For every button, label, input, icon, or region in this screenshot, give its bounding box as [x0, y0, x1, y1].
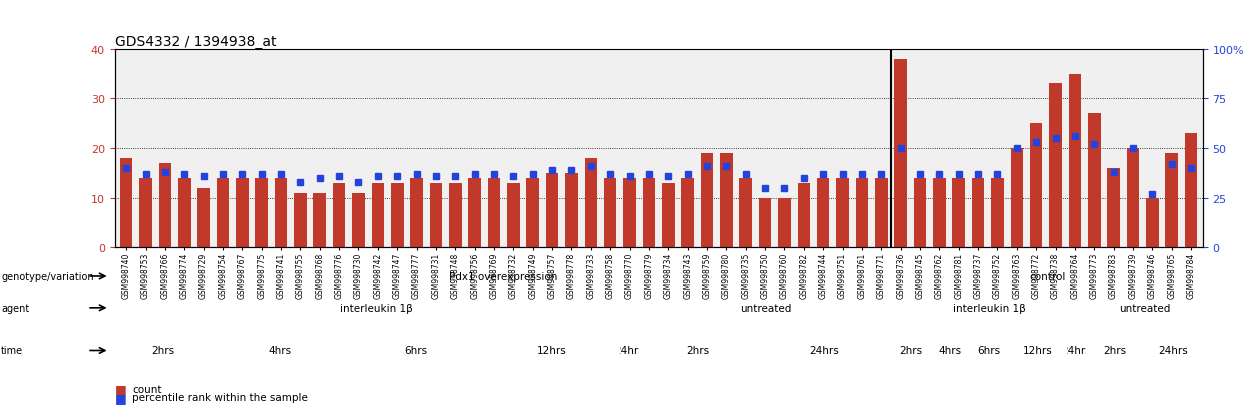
Text: 4hrs: 4hrs	[268, 346, 291, 356]
Bar	[914, 178, 926, 248]
Text: 2hrs: 2hrs	[900, 346, 923, 356]
Bar	[778, 198, 791, 248]
Bar	[178, 178, 190, 248]
Text: time: time	[1, 346, 24, 356]
Bar	[1127, 149, 1139, 248]
Bar	[488, 178, 500, 248]
Bar	[1147, 198, 1159, 248]
Bar	[837, 178, 849, 248]
Bar	[1107, 169, 1120, 248]
Bar	[662, 183, 675, 248]
Bar	[449, 183, 462, 248]
Bar	[604, 178, 616, 248]
Text: agent: agent	[1, 303, 30, 313]
Bar	[740, 178, 752, 248]
Bar	[894, 59, 906, 248]
Bar	[1185, 134, 1198, 248]
Bar	[430, 183, 442, 248]
Text: control: control	[1030, 271, 1066, 281]
Text: 6hrs: 6hrs	[977, 346, 1001, 356]
Bar	[855, 178, 868, 248]
Text: interleukin 1β: interleukin 1β	[952, 303, 1026, 313]
Bar	[255, 178, 268, 248]
Text: 4hrs: 4hrs	[939, 346, 961, 356]
Text: 2hrs: 2hrs	[686, 346, 710, 356]
Bar	[314, 193, 326, 248]
Bar	[294, 193, 306, 248]
Bar	[1088, 114, 1101, 248]
Bar	[701, 154, 713, 248]
Text: genotype/variation: genotype/variation	[1, 271, 93, 281]
Text: Pdx1 overexpression: Pdx1 overexpression	[449, 271, 558, 281]
Bar	[468, 178, 481, 248]
Text: percentile rank within the sample: percentile rank within the sample	[132, 392, 308, 402]
Bar	[158, 164, 171, 248]
Bar	[275, 178, 288, 248]
Bar	[139, 178, 152, 248]
Bar	[237, 178, 249, 248]
Text: ■: ■	[115, 382, 126, 396]
Bar	[1050, 84, 1062, 248]
Text: GDS4332 / 1394938_at: GDS4332 / 1394938_at	[115, 35, 276, 49]
Bar	[624, 178, 636, 248]
Bar	[991, 178, 1003, 248]
Bar	[507, 183, 519, 248]
Text: untreated: untreated	[740, 303, 791, 313]
Text: untreated: untreated	[1119, 303, 1170, 313]
Text: 2hrs: 2hrs	[1103, 346, 1127, 356]
Bar	[411, 178, 423, 248]
Bar	[197, 188, 210, 248]
Bar	[720, 154, 732, 248]
Bar	[1030, 124, 1042, 248]
Text: 24hrs: 24hrs	[1062, 346, 1092, 356]
Text: 2hrs: 2hrs	[152, 346, 174, 356]
Bar	[1068, 74, 1081, 248]
Text: 24hrs: 24hrs	[1159, 346, 1189, 356]
Text: 24hrs: 24hrs	[809, 346, 839, 356]
Text: 12hrs: 12hrs	[537, 346, 566, 356]
Bar	[681, 178, 693, 248]
Bar	[798, 183, 810, 248]
Text: count: count	[132, 384, 162, 394]
Bar	[332, 183, 345, 248]
Bar	[545, 173, 559, 248]
Bar	[217, 178, 229, 248]
Bar	[527, 178, 539, 248]
Bar	[371, 183, 385, 248]
Bar	[565, 173, 578, 248]
Text: 12hrs: 12hrs	[1022, 346, 1052, 356]
Bar	[120, 159, 132, 248]
Bar	[391, 183, 403, 248]
Bar	[952, 178, 965, 248]
Bar	[758, 198, 772, 248]
Bar	[933, 178, 946, 248]
Text: 6hrs: 6hrs	[405, 346, 427, 356]
Bar	[817, 178, 829, 248]
Bar	[352, 193, 365, 248]
Bar	[1011, 149, 1023, 248]
Bar	[972, 178, 985, 248]
Bar	[585, 159, 598, 248]
Bar	[1165, 154, 1178, 248]
Text: 24hrs: 24hrs	[615, 346, 645, 356]
Bar	[642, 178, 655, 248]
Text: interleukin 1β: interleukin 1β	[340, 303, 413, 313]
Text: ■: ■	[115, 391, 126, 404]
Bar	[875, 178, 888, 248]
